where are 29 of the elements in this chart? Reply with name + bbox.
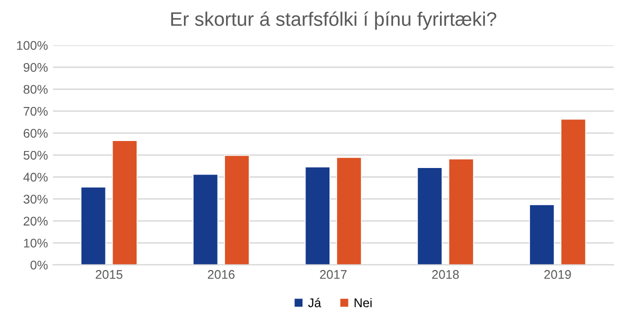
bar [448, 158, 474, 265]
chart-title: Er skortur á starfsfólki í þínu fyrirtæki? [171, 11, 496, 30]
x-tick-label: 2019 [544, 270, 571, 279]
legend-label: Nei [354, 298, 372, 308]
y-tick-label: 60% [24, 128, 48, 138]
y-tick-label: 90% [24, 62, 48, 72]
bar [192, 174, 218, 265]
y-tick-label: 40% [23, 172, 48, 182]
x-tick-label: 2018 [432, 270, 459, 279]
x-tick-label: 2016 [208, 270, 235, 279]
bar [560, 118, 586, 265]
legend-label: Já [308, 298, 322, 308]
y-tick-label: 70% [24, 106, 48, 116]
y-tick-label: 80% [24, 84, 48, 94]
y-tick-label: 100% [17, 41, 48, 50]
bar [336, 157, 362, 265]
bar [80, 186, 106, 265]
bar [112, 140, 138, 265]
y-tick-label: 10% [24, 238, 48, 248]
y-tick-label: 30% [24, 194, 48, 204]
x-tick-label: 2017 [320, 270, 347, 279]
y-tick-label: 20% [24, 216, 48, 226]
bar [304, 166, 330, 265]
bar [529, 204, 555, 265]
bar [224, 155, 250, 265]
y-tick-label: 0% [30, 260, 48, 270]
y-tick-label: 50% [24, 150, 48, 160]
bar [416, 167, 442, 265]
x-tick-label: 2015 [96, 270, 122, 279]
